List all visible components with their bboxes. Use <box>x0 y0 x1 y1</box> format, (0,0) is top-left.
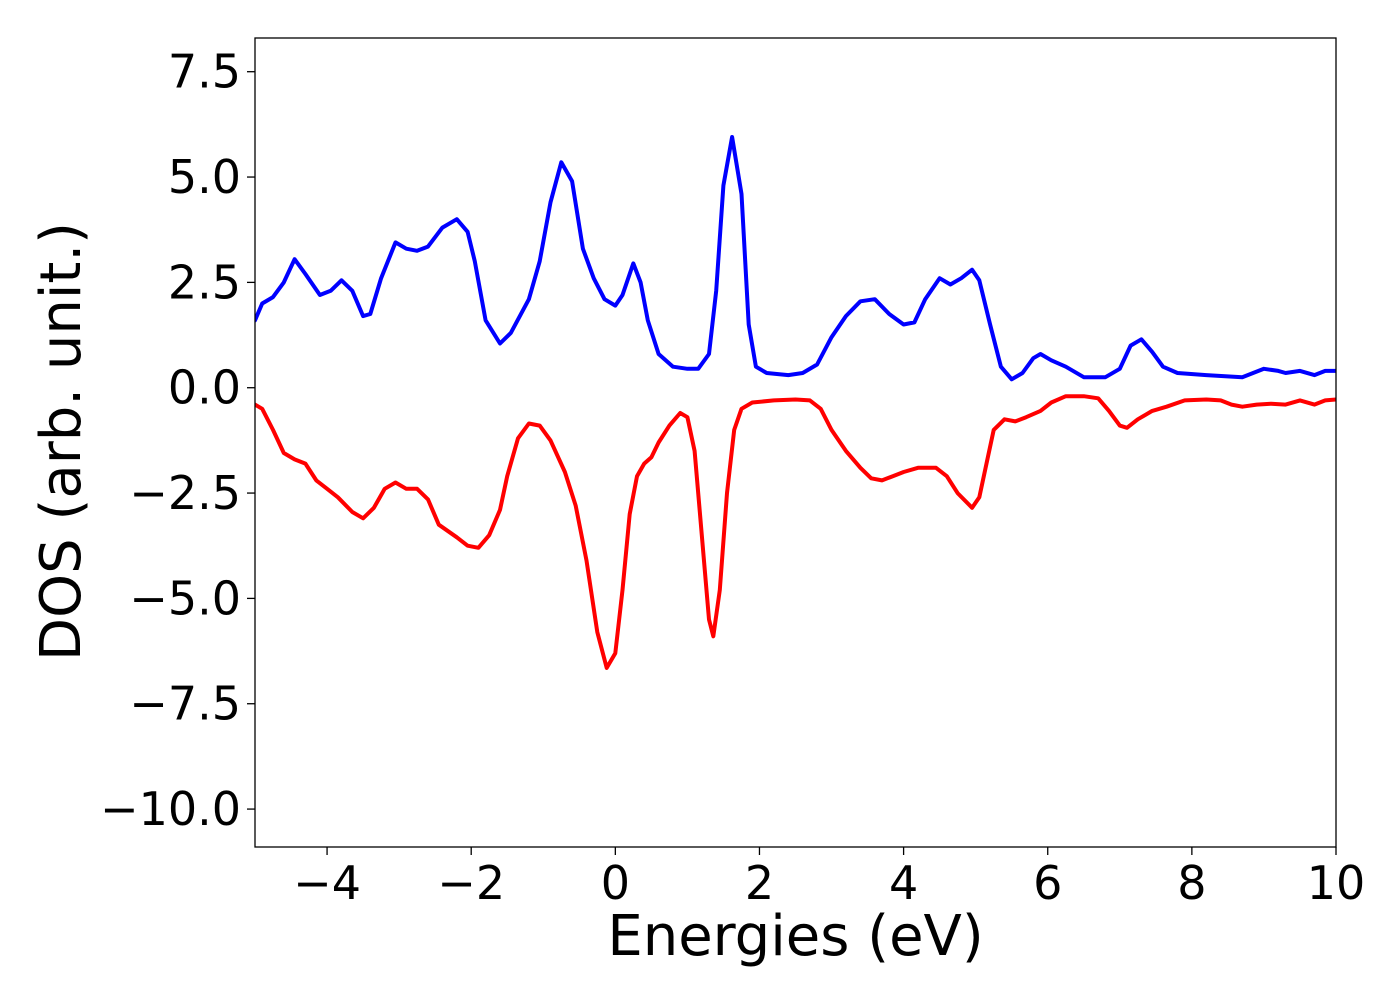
x-tick-label: 8 <box>1177 856 1206 910</box>
y-axis-title: DOS (arb. unit.) <box>29 222 94 661</box>
spin-down-dos-line <box>255 394 1336 670</box>
y-tick-label: 0.0 <box>168 361 241 415</box>
y-tick-label: 5.0 <box>168 150 241 204</box>
plot-frame <box>254 37 1337 848</box>
y-tick-label: −10.0 <box>100 782 241 836</box>
y-tick-label: −2.5 <box>129 466 241 520</box>
spin-up-dos-line <box>255 135 1336 382</box>
y-tick-label: −5.0 <box>129 571 241 625</box>
x-tick-label: 2 <box>745 856 774 910</box>
series-layer <box>255 135 1336 670</box>
x-tick-label: −2 <box>437 856 505 910</box>
x-tick-label: 10 <box>1307 856 1366 910</box>
x-tick-label: 6 <box>1033 856 1062 910</box>
x-tick-label: 4 <box>889 856 918 910</box>
x-tick-label: 0 <box>601 856 630 910</box>
y-tick-label: 7.5 <box>168 45 241 99</box>
y-axis: 7.5 5.0 2.5 0.0 −2.5 −5.0 −7.5 −10.0 <box>100 45 255 836</box>
x-axis-title: Energies (eV) <box>607 904 983 969</box>
x-axis: −4 −2 0 2 4 6 8 10 <box>293 847 1365 910</box>
y-tick-label: −7.5 <box>129 677 241 731</box>
x-tick-label: −4 <box>293 856 361 910</box>
y-tick-label: 2.5 <box>168 255 241 309</box>
